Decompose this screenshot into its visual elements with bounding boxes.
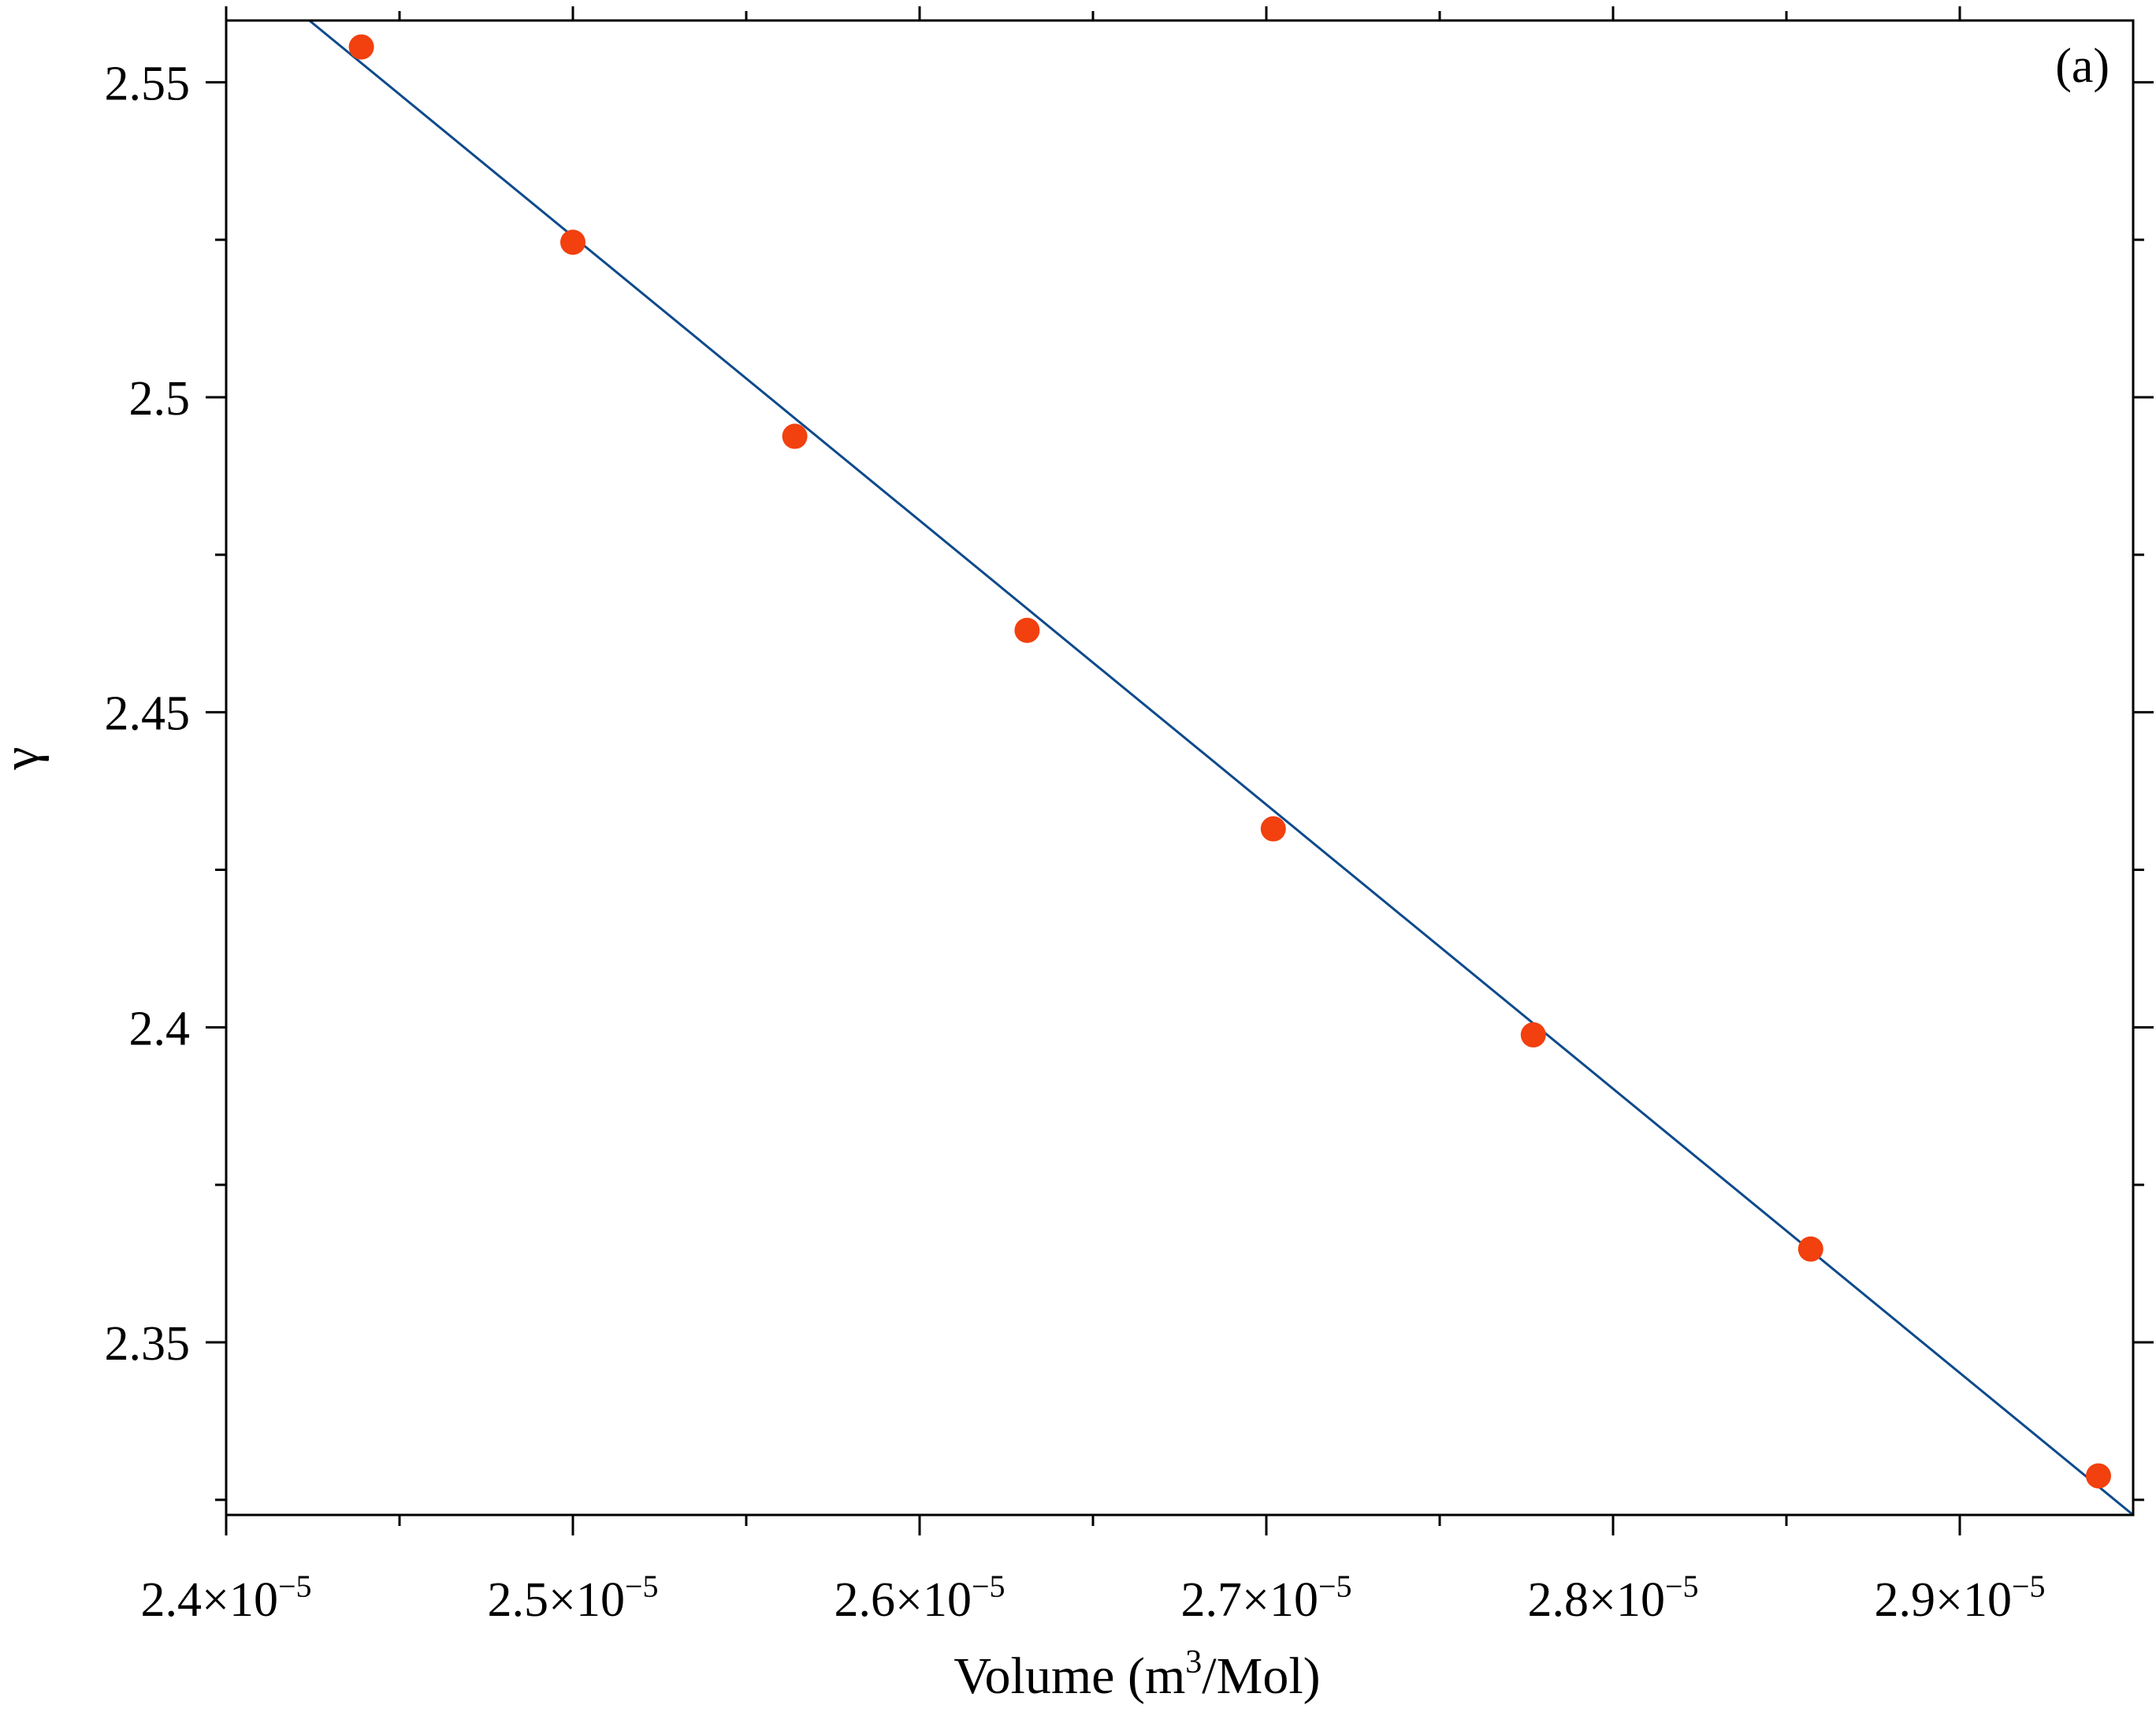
- x-tick-label: 2.6×10−5: [834, 1569, 1005, 1627]
- x-tick-label: 2.5×10−5: [487, 1569, 658, 1627]
- data-point: [1260, 816, 1286, 842]
- x-tick-label: 2.7×10−5: [1180, 1569, 1351, 1627]
- x-tick-labels: 2.4×10−5 2.5×10−5 2.6×10−5 2.7×10−5 2.8×10−5…: [140, 1569, 2045, 1627]
- y-tick-label: 2.4: [129, 1002, 191, 1055]
- panel-label: (a): [2055, 39, 2110, 93]
- y-axis-title: γ: [0, 746, 50, 770]
- plot-frame: [225, 19, 2135, 1517]
- fit-line: [308, 19, 2134, 1517]
- y-tick-label: 2.35: [105, 1317, 191, 1371]
- y-tick-label: 2.5: [129, 372, 191, 426]
- x-axis-title-superscript: 3: [1185, 1644, 1202, 1680]
- data-point: [2086, 1463, 2111, 1489]
- data-point: [348, 34, 374, 60]
- tick-marks: [206, 6, 2154, 1535]
- data-point: [560, 229, 585, 255]
- x-axis-title-main: Volume (m: [953, 1647, 1185, 1705]
- y-tick-label: 2.45: [105, 687, 191, 741]
- y-tick-label: 2.55: [105, 57, 191, 110]
- x-tick-label: 2.9×10−5: [1874, 1569, 2045, 1627]
- x-axis-title: Volume (m3/Mol): [953, 1644, 1320, 1705]
- y-tick-labels: 2.35 2.4 2.45 2.5 2.55: [105, 57, 191, 1371]
- fit-line-layer: [308, 19, 2134, 1517]
- x-tick-label: 2.8×10−5: [1527, 1569, 1698, 1627]
- data-point: [1797, 1236, 1823, 1262]
- data-point: [1520, 1022, 1546, 1048]
- x-tick-label: 2.4×10−5: [140, 1569, 311, 1627]
- data-points-layer: [348, 34, 2111, 1489]
- x-axis-title-unit: /Mol): [1202, 1647, 1320, 1705]
- data-point: [782, 423, 808, 449]
- data-point: [1014, 617, 1040, 643]
